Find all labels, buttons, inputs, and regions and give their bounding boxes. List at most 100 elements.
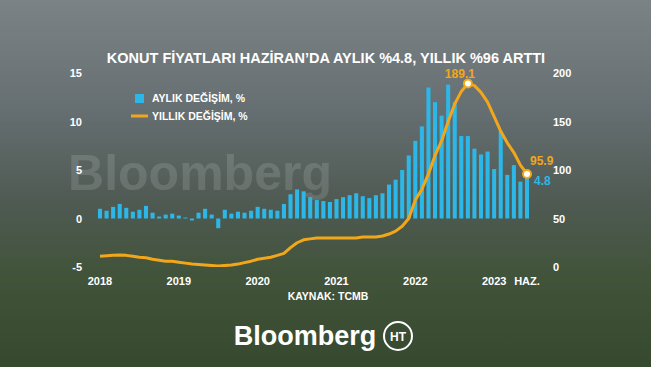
- bar: [216, 219, 220, 229]
- bar: [407, 155, 411, 218]
- chart: BloombergKONUT FİYATLARI HAZİRAN’DA AYLI…: [0, 0, 651, 367]
- bar: [269, 210, 273, 219]
- bar: [321, 201, 325, 218]
- bar: [302, 191, 306, 218]
- bar: [446, 85, 450, 219]
- bar: [499, 131, 503, 218]
- annotation: 95.9: [530, 154, 554, 168]
- logo-ring: [384, 322, 412, 350]
- bar: [111, 207, 115, 219]
- y2-tick-label: 100: [553, 164, 571, 176]
- line: [100, 84, 527, 266]
- y-tick-label: 5: [76, 164, 82, 176]
- bar: [341, 197, 345, 218]
- bar: [151, 213, 155, 219]
- bar: [374, 195, 378, 218]
- bar: [183, 217, 187, 219]
- annotation-dot: [523, 170, 531, 178]
- bar: [479, 154, 483, 218]
- y2-tick-label: 0: [553, 261, 559, 273]
- plot: [98, 84, 529, 266]
- source: KAYNAK: TCMB: [288, 290, 369, 302]
- bar: [387, 185, 391, 219]
- x-tick-label: 2021: [324, 275, 348, 287]
- legend-swatch: [131, 115, 148, 118]
- annotation-dot: [464, 80, 472, 88]
- bar: [453, 102, 457, 218]
- y2-tick-label: 150: [553, 116, 571, 128]
- bar: [210, 215, 214, 219]
- y2-tick-label: 200: [553, 67, 571, 79]
- y2-tick: [545, 170, 549, 171]
- bar: [492, 169, 496, 218]
- y2-tick: [545, 73, 549, 74]
- bar: [420, 126, 424, 218]
- bar: [334, 199, 338, 218]
- y-tick-label: 15: [70, 67, 82, 79]
- bar: [236, 212, 240, 219]
- annotation: 189.1: [445, 67, 475, 81]
- bar: [249, 211, 253, 219]
- y-tick: [84, 73, 88, 74]
- bar: [472, 149, 476, 219]
- bar: [400, 170, 404, 219]
- bar: [242, 213, 246, 219]
- bar: [190, 219, 194, 221]
- y2-tick: [545, 267, 549, 268]
- logo: HT: [390, 330, 407, 344]
- bar: [144, 206, 148, 219]
- overlay: [0, 0, 651, 367]
- bar: [486, 152, 490, 219]
- bar: [170, 214, 174, 219]
- y-tick: [84, 218, 88, 219]
- bar: [98, 209, 102, 219]
- legend-swatch: [135, 94, 144, 103]
- y-tick: [84, 121, 88, 122]
- bar: [512, 165, 516, 218]
- bar: [505, 175, 509, 219]
- x-tick-label: HAZ.: [514, 275, 540, 287]
- bar: [256, 207, 260, 219]
- bar: [308, 197, 312, 218]
- bar: [367, 198, 371, 218]
- bar: [262, 209, 266, 219]
- bar: [295, 189, 299, 218]
- legend-label: YILLIK DEĞİŞİM, %: [152, 110, 248, 122]
- y-tick: [84, 170, 88, 171]
- bar: [105, 211, 109, 219]
- bar: [394, 180, 398, 219]
- bar: [459, 136, 463, 218]
- bar: [348, 195, 352, 218]
- y2-tick-label: 50: [553, 213, 565, 225]
- y2-tick: [545, 218, 549, 219]
- watermark: Bloomberg: [68, 145, 332, 201]
- x-tick-label: 2022: [403, 275, 427, 287]
- legend-label: AYLIK DEĞİŞİM, %: [152, 92, 246, 104]
- y-tick-label: 10: [70, 116, 82, 128]
- bar: [118, 204, 122, 219]
- y-tick: [84, 267, 88, 268]
- x-tick-label: 2020: [245, 275, 269, 287]
- bar: [328, 202, 332, 218]
- bar: [282, 204, 286, 219]
- bar: [426, 88, 430, 219]
- bar: [157, 217, 161, 219]
- bar: [361, 196, 365, 218]
- bar: [203, 209, 207, 219]
- bar: [164, 215, 168, 219]
- bar: [177, 216, 181, 219]
- bar: [518, 182, 522, 219]
- x-tick-label: 2019: [167, 275, 191, 287]
- bar: [275, 211, 279, 219]
- bar: [354, 193, 358, 218]
- bar: [380, 193, 384, 218]
- bar: [288, 194, 292, 218]
- bar: [137, 210, 141, 219]
- y-tick-label: -5: [72, 261, 82, 273]
- bar: [315, 200, 319, 218]
- annotation: 4.8: [534, 174, 551, 188]
- bar: [440, 116, 444, 219]
- bar: [229, 214, 233, 219]
- bar: [131, 212, 135, 219]
- bar: [466, 136, 470, 218]
